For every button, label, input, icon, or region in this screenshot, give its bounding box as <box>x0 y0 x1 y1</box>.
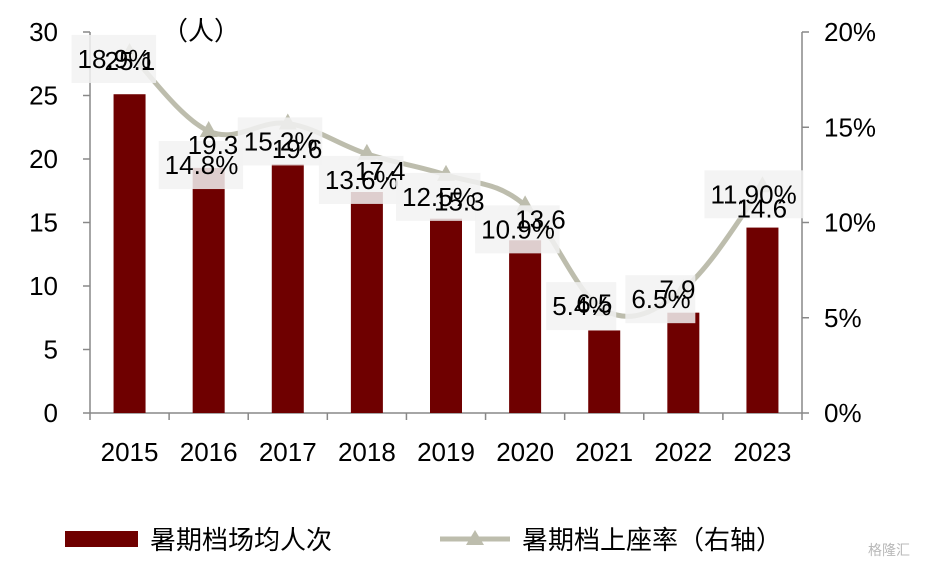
bar-value-label: 17.4 <box>355 156 406 186</box>
left-tick-label: 10 <box>29 271 58 301</box>
bar <box>667 313 699 413</box>
bar <box>509 240 541 413</box>
x-tick-label: 2019 <box>417 437 475 467</box>
left-tick-label: 20 <box>29 144 58 174</box>
x-tick-label: 2023 <box>734 437 792 467</box>
x-tick-label: 2017 <box>259 437 317 467</box>
bar <box>746 228 778 413</box>
chart: 0 5 10 15 20 25 30 0% 5% 10% 15% 20% 2015 2016 2017 201… <box>0 0 928 571</box>
bar <box>272 164 304 413</box>
left-tick-label: 30 <box>29 17 58 47</box>
left-tick-label: 25 <box>29 81 58 111</box>
legend-bar-swatch <box>65 531 138 547</box>
bar-value-label: 19.6 <box>272 134 323 164</box>
bar-value-label: 19.3 <box>188 130 239 160</box>
left-axis-unit: （人） <box>162 16 240 46</box>
left-tick-label: 15 <box>29 208 58 238</box>
legend-bar-label: 暑期档场均人次 <box>150 525 332 555</box>
left-tick-label: 0 <box>44 398 58 428</box>
left-tick-label: 5 <box>44 335 58 365</box>
right-tick-label: 0% <box>824 398 862 428</box>
bar <box>588 330 620 413</box>
watermark: 格隆汇 <box>868 542 910 558</box>
bar-value-label: 7.9 <box>659 275 695 305</box>
bar <box>351 192 383 413</box>
bar-value-label: 14.6 <box>736 194 787 224</box>
bar <box>114 94 146 413</box>
legend: 暑期档场均人次 暑期档上座率（右轴） <box>65 525 782 555</box>
right-tick-label: 5% <box>824 303 862 333</box>
bar <box>193 168 225 413</box>
bar <box>430 219 462 413</box>
x-tick-label: 2016 <box>180 437 238 467</box>
bar-value-label: 13.6 <box>515 204 566 234</box>
legend-line-label: 暑期档上座率（右轴） <box>522 525 782 555</box>
bar-value-label: 15.3 <box>434 187 485 217</box>
right-tick-label: 10% <box>824 208 876 238</box>
bar-value-label: 25.1 <box>105 46 156 76</box>
right-tick-label: 15% <box>824 112 876 142</box>
x-tick-label: 2015 <box>101 437 159 467</box>
bar-value-label: 6.5 <box>576 288 612 318</box>
right-tick-label: 20% <box>824 17 876 47</box>
x-tick-label: 2022 <box>654 437 712 467</box>
x-tick-label: 2020 <box>496 437 554 467</box>
x-tick-label: 2021 <box>575 437 633 467</box>
x-tick-label: 2018 <box>338 437 396 467</box>
